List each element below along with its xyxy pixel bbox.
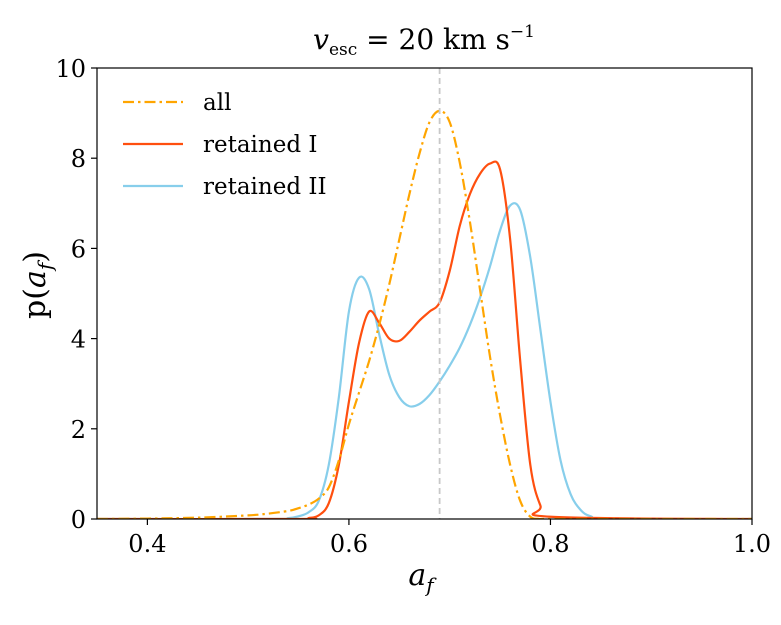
x-axis-label: af bbox=[408, 558, 437, 597]
y-tick-label: 6 bbox=[71, 235, 86, 263]
series-line-all bbox=[97, 109, 752, 519]
series-layer bbox=[97, 109, 752, 519]
y-tick-label: 0 bbox=[71, 506, 86, 534]
y-axis-label: p(af) bbox=[18, 251, 57, 319]
x-tick-label: 0.8 bbox=[531, 530, 569, 558]
y-tick-label: 2 bbox=[71, 416, 86, 444]
chart-title: vesc = 20 km s−1 bbox=[313, 22, 535, 60]
legend-label: retained I bbox=[203, 132, 317, 158]
legend: all retained I retained II bbox=[123, 90, 327, 200]
y-tick-label: 10 bbox=[55, 55, 86, 83]
y-tick-label: 8 bbox=[71, 145, 86, 173]
y-tick-label: 4 bbox=[71, 326, 86, 354]
x-tick-label: 1.0 bbox=[733, 530, 771, 558]
legend-label: all bbox=[203, 90, 231, 116]
x-tick-label: 0.6 bbox=[330, 530, 368, 558]
series-line-retained-i bbox=[97, 160, 752, 519]
series-line-retained-ii bbox=[97, 202, 752, 519]
plot-frame bbox=[96, 67, 753, 520]
ticks-layer: 0.4 0.6 0.8 1.0 0 2 4 6 8 10 bbox=[55, 55, 771, 558]
legend-label: retained II bbox=[203, 174, 327, 200]
x-tick-label: 0.4 bbox=[128, 530, 166, 558]
